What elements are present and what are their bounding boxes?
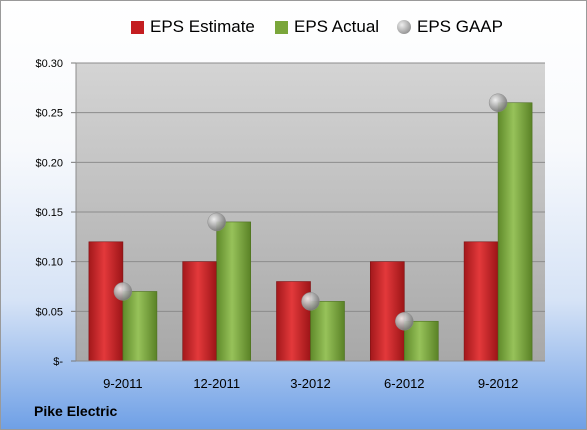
legend-swatch-estimate: [131, 20, 144, 34]
eps-gaap-point: [301, 292, 320, 311]
x-tick-label: 9-2012: [478, 376, 518, 391]
eps-gaap-point: [207, 212, 226, 232]
legend-label-gaap: EPS GAAP: [417, 17, 503, 36]
x-tick-label: 6-2012: [384, 376, 424, 391]
y-tick-label: $0.20: [35, 157, 63, 169]
chart-plot: $- $0.05 $0.10 $0.15 $0.20 $0.25 $0.30 9-2011 1…: [35, 58, 545, 391]
y-tick-label: $0.30: [35, 58, 63, 70]
bar-eps-actual: [122, 291, 158, 362]
y-tick-label: $0.15: [35, 207, 63, 219]
y-tick-label: $-: [53, 356, 63, 368]
eps-gaap-point: [395, 312, 414, 331]
eps-gaap-point: [488, 93, 508, 112]
y-tick-label: $0.05: [35, 306, 63, 318]
legend-item-actual: EPS Actual: [275, 17, 379, 37]
legend-item-gaap: EPS GAAP: [397, 17, 503, 37]
bar-eps-estimate: [463, 241, 499, 362]
company-name: Pike Electric: [34, 403, 118, 419]
x-tick-label: 12-2011: [193, 376, 240, 391]
bar-eps-actual: [497, 102, 533, 362]
y-tick-label: $0.10: [35, 257, 63, 269]
bar-eps-actual: [216, 221, 251, 362]
bar-eps-estimate: [276, 281, 311, 362]
eps-gaap-point: [113, 282, 133, 301]
y-tick-label: $0.25: [35, 108, 63, 120]
x-tick-label: 3-2012: [290, 376, 330, 391]
bar-eps-estimate: [88, 241, 124, 362]
legend-item-estimate: EPS Estimate: [131, 17, 255, 37]
legend-label-actual: EPS Actual: [294, 17, 380, 36]
legend: EPS Estimate EPS Actual EPS GAAP: [1, 17, 587, 41]
bar-eps-estimate: [182, 261, 217, 362]
bar-eps-actual: [310, 301, 345, 362]
x-tick-label: 9-2011: [103, 376, 143, 391]
legend-label-estimate: EPS Estimate: [150, 17, 255, 36]
legend-swatch-actual: [275, 20, 288, 34]
legend-swatch-gaap: [397, 20, 411, 34]
bar-eps-estimate: [369, 261, 405, 362]
